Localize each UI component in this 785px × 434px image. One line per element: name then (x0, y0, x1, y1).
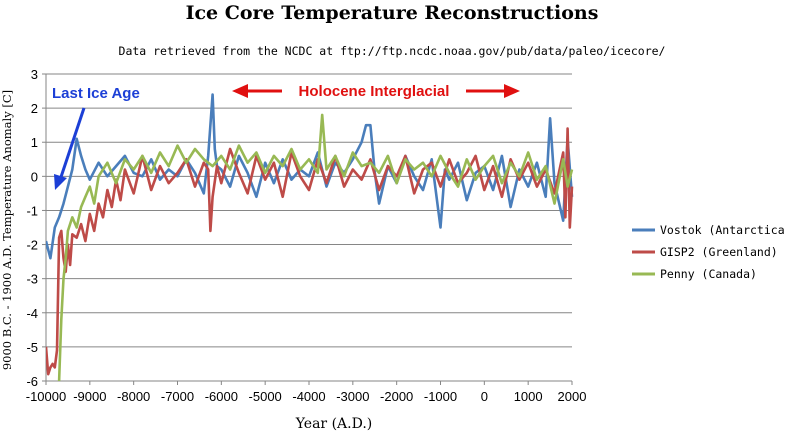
legend-label-0: Vostok (Antarctica) (660, 223, 785, 237)
legend: Vostok (Antarctica) GISP2 (Greenland) Penn… (632, 223, 785, 281)
y-axis-title: 9000 B.C. - 1900 A.D. Temperature Anomal… (0, 90, 14, 370)
y-tick-label: -4 (26, 306, 38, 321)
x-tick-label: -6000 (205, 389, 238, 404)
y-tick-label: -5 (26, 340, 38, 355)
y-tick-label: -3 (26, 272, 38, 287)
x-tick-label: -9000 (73, 389, 106, 404)
y-axis-ticks: 3 2 1 0 -1 -2 -3 -4 -5 -6 (26, 67, 46, 389)
x-tick-label: -7000 (161, 389, 194, 404)
x-axis-ticks: -10000 -9000 -8000 -7000 -6000 -5000 -4000 -300… (26, 381, 587, 404)
x-axis-title: Year (A.D.) (295, 416, 372, 432)
x-tick-label: 2000 (558, 389, 587, 404)
annotation-arrow-shaft (58, 107, 86, 181)
x-tick-label: -4000 (292, 389, 325, 404)
y-tick-label: -6 (26, 374, 38, 389)
annotation-arrow-head (54, 174, 67, 190)
annotation-holocene: Holocene Interglacial (299, 83, 450, 100)
x-tick-label: -2000 (380, 389, 413, 404)
y-tick-label: -1 (26, 203, 38, 218)
x-tick-label: -3000 (336, 389, 369, 404)
data-series (46, 93, 574, 381)
x-tick-label: -10000 (26, 389, 66, 404)
legend-label-2: Penny (Canada) (660, 267, 757, 281)
y-tick-label: 0 (31, 169, 38, 184)
y-tick-label: 3 (31, 67, 38, 82)
series-line-1 (46, 127, 574, 376)
x-tick-label: -1000 (424, 389, 457, 404)
x-tick-label: 0 (481, 389, 488, 404)
y-tick-label: 2 (31, 101, 38, 116)
gridlines (45, 73, 572, 382)
x-tick-label: 1000 (514, 389, 543, 404)
y-tick-label: -2 (26, 238, 38, 253)
holocene-arrow-right-head (504, 84, 520, 98)
holocene-arrow-left-head (232, 84, 248, 98)
series-line-2 (57, 113, 574, 381)
annotation-last-ice-age: Last Ice Age (52, 85, 140, 102)
chart-subtitle: Data retrieved from the NCDC at ftp://ft… (119, 44, 666, 58)
x-tick-label: -8000 (117, 389, 150, 404)
legend-label-1: GISP2 (Greenland) (660, 245, 778, 259)
y-tick-label: 1 (31, 135, 38, 150)
x-tick-label: -5000 (249, 389, 282, 404)
chart-title: Ice Core Temperature Reconstructions (186, 2, 599, 24)
